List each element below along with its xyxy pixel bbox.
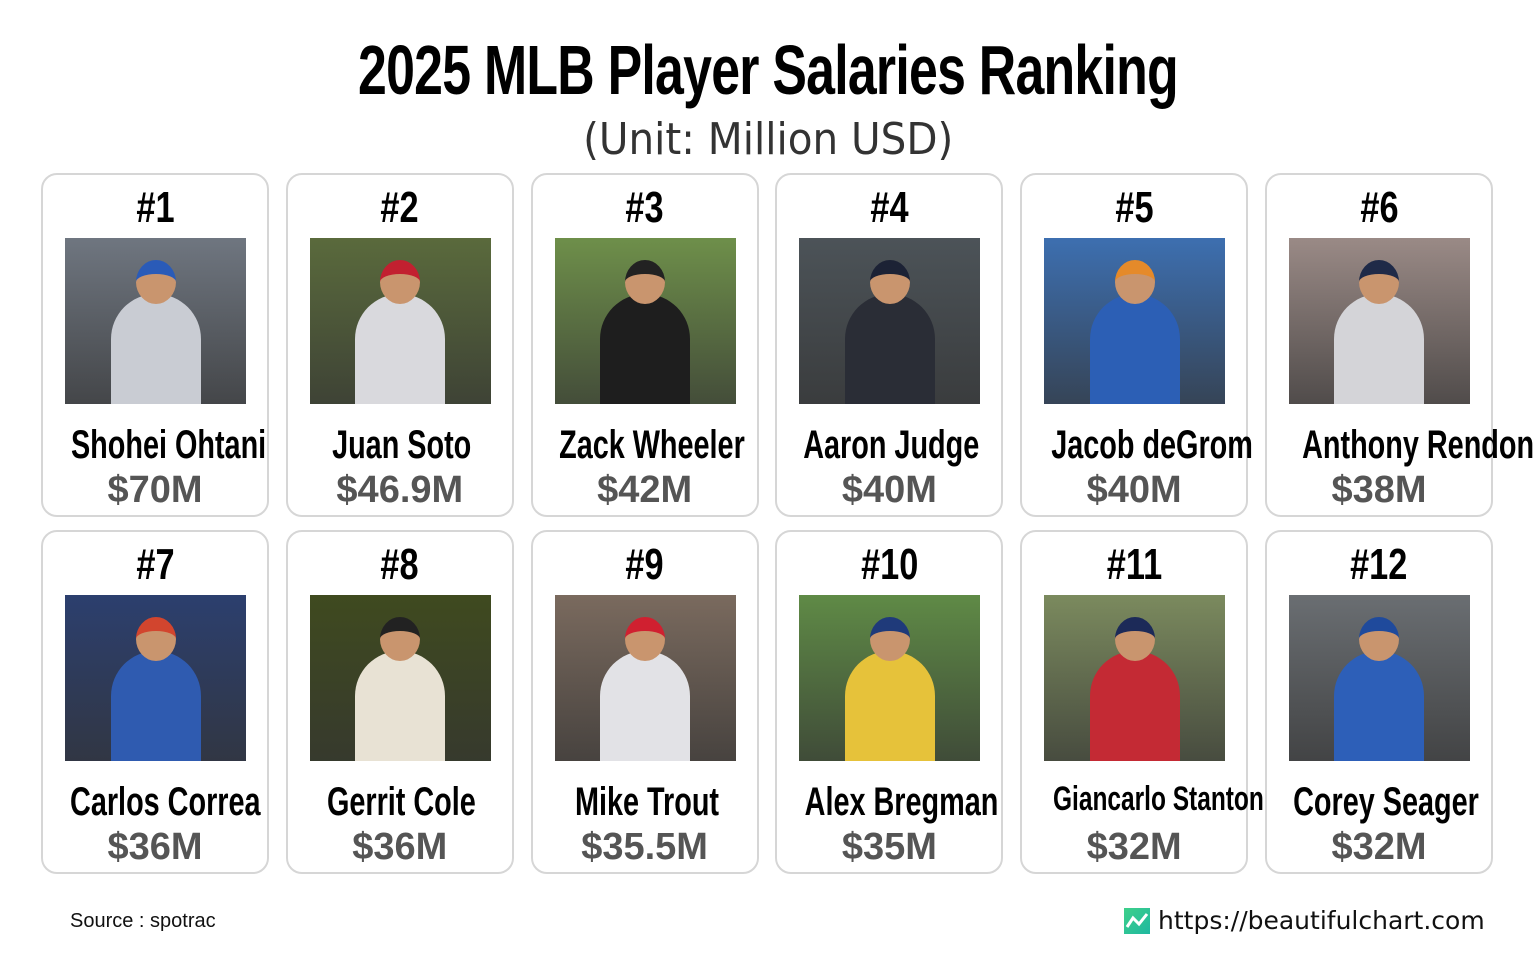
source-note: Source : spotrac — [70, 910, 216, 932]
player-card: #11 Giancarlo Stanton $32M — [1020, 530, 1264, 874]
site-url: https://beautifulchart.com — [1158, 906, 1485, 935]
site-link[interactable]: https://beautifulchart.com — [1124, 906, 1485, 935]
player-head — [625, 260, 666, 304]
player-head — [1114, 260, 1155, 304]
player-figure — [1089, 651, 1180, 761]
player-salary: $70M — [107, 469, 203, 511]
player-card: #3 Zack Wheeler $42M — [530, 173, 759, 517]
player-card: #5 Jacob deGrom $40M — [1020, 173, 1253, 517]
player-card: #2 Juan Soto $46.9M — [285, 173, 514, 517]
rank-label: #4 — [870, 183, 909, 232]
player-head — [1359, 260, 1400, 304]
rank-label: #6 — [1359, 183, 1399, 232]
player-salary: $35M — [841, 826, 937, 868]
player-salary: $36M — [352, 826, 448, 868]
player-card: #4 Aaron Judge $40M — [775, 173, 1004, 517]
player-photo — [799, 238, 981, 404]
player-head — [869, 260, 910, 304]
player-name: Giancarlo Stanton — [1053, 780, 1265, 818]
player-figure — [355, 294, 446, 404]
player-figure — [600, 651, 691, 761]
player-salary: $36M — [107, 826, 203, 868]
player-card: #1 Shohei Ohtani $70M — [41, 173, 269, 517]
rank-label: #2 — [380, 183, 419, 232]
player-head — [135, 617, 176, 661]
rank-label: #7 — [135, 540, 175, 589]
rank-label: #12 — [1350, 540, 1408, 589]
player-name: Shohei Ohtani — [70, 423, 267, 467]
player-head — [1359, 617, 1400, 661]
player-name: Zack Wheeler — [558, 423, 745, 467]
player-photo — [554, 595, 736, 761]
player-name: Anthony Rendon — [1302, 423, 1535, 467]
player-salary: $35.5M — [581, 826, 708, 868]
line-chart-icon — [1124, 907, 1150, 934]
player-photo — [1044, 238, 1226, 404]
player-salary: $38M — [1331, 469, 1427, 511]
rank-label: #3 — [625, 183, 664, 232]
rank-label: #1 — [135, 183, 175, 232]
player-name: Mike Trout — [574, 780, 719, 824]
rank-label: #11 — [1106, 540, 1162, 589]
player-photo — [65, 595, 246, 761]
player-card: #6 Anthony Rendon $38M — [1264, 173, 1534, 517]
player-photo — [799, 595, 981, 761]
rank-label: #9 — [625, 540, 664, 589]
player-head — [380, 617, 421, 661]
player-figure — [1089, 294, 1180, 404]
page-title: 2025 MLB Player Salaries Ranking — [358, 31, 1179, 109]
player-figure — [1334, 651, 1425, 761]
player-figure — [355, 651, 446, 761]
player-card: #9 Mike Trout $35.5M — [530, 530, 759, 874]
player-card: #8 Gerrit Cole $36M — [285, 530, 514, 874]
player-head — [1114, 617, 1155, 661]
player-head — [869, 617, 910, 661]
player-salary: $32M — [1086, 826, 1182, 868]
player-name: Juan Soto — [332, 423, 472, 467]
player-photo — [1288, 595, 1470, 761]
player-photo — [554, 238, 736, 404]
player-figure — [110, 294, 201, 404]
player-figure — [1334, 294, 1425, 404]
player-name: Gerrit Cole — [327, 780, 477, 824]
player-figure — [110, 651, 201, 761]
player-card: #7 Carlos Correa $36M — [41, 530, 269, 874]
player-photo — [1044, 595, 1226, 761]
player-name: Jacob deGrom — [1051, 423, 1254, 467]
player-photo — [1288, 238, 1470, 404]
player-salary: $40M — [1086, 469, 1182, 511]
player-figure — [844, 294, 935, 404]
rank-label: #5 — [1115, 183, 1154, 232]
player-card: #10 Alex Bregman $35M — [775, 530, 1004, 874]
player-head — [135, 260, 176, 304]
player-salary: $42M — [597, 469, 693, 511]
player-salary: $32M — [1331, 826, 1427, 868]
player-card: #12 Corey Seager $32M — [1264, 530, 1493, 874]
player-head — [625, 617, 666, 661]
player-figure — [844, 651, 935, 761]
player-name: Carlos Correa — [70, 780, 261, 824]
rank-label: #8 — [380, 540, 419, 589]
player-name: Alex Bregman — [805, 780, 999, 824]
player-salary: $40M — [841, 469, 937, 511]
player-figure — [600, 294, 691, 404]
player-photo — [309, 238, 491, 404]
player-salary: $46.9M — [336, 469, 464, 511]
page-subtitle: (Unit: Million USD) — [582, 114, 954, 165]
player-name: Aaron Judge — [803, 423, 980, 467]
player-grid: #1 Shohei Ohtani $70M #2 Juan Soto $46.9M… — [41, 173, 1534, 874]
rank-label: #10 — [860, 540, 919, 589]
player-name: Corey Seager — [1293, 780, 1479, 824]
player-photo — [309, 595, 491, 761]
player-head — [380, 260, 421, 304]
player-photo — [65, 238, 246, 404]
